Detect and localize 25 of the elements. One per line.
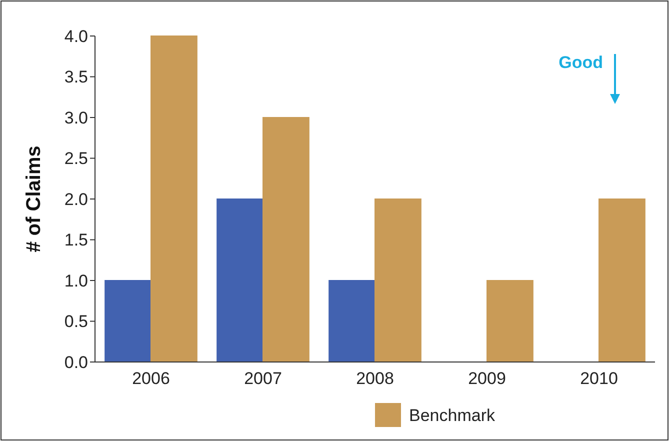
annotation: Good [558, 53, 603, 72]
bar [262, 117, 310, 362]
y-tick-label: 2.0 [64, 190, 88, 209]
legend-label: Benchmark [409, 406, 496, 425]
bar [374, 198, 422, 362]
y-tick-label: 4.0 [64, 26, 88, 46]
y-tick-label: 3.5 [64, 68, 88, 87]
bar [150, 36, 198, 362]
x-tick-label: 2006 [132, 369, 170, 388]
x-tick-label: 2010 [580, 369, 618, 388]
y-tick-label: 1.5 [64, 230, 88, 250]
bar [216, 198, 264, 362]
y-tick-label: 0.0 [64, 352, 88, 372]
y-tick-label: 0.5 [64, 312, 88, 332]
x-tick-label: 2007 [244, 369, 282, 388]
y-axis-title: # of Claims [23, 146, 45, 252]
x-tick-label: 2008 [356, 369, 394, 388]
y-tick-label: 3.0 [64, 108, 88, 128]
bar [328, 280, 376, 362]
x-tick-label: 2009 [468, 369, 506, 388]
bar [104, 280, 152, 362]
bar [486, 280, 534, 362]
y-tick-label: 1.0 [64, 271, 88, 290]
bar [598, 198, 646, 362]
y-tick-label: 2.5 [64, 149, 88, 168]
